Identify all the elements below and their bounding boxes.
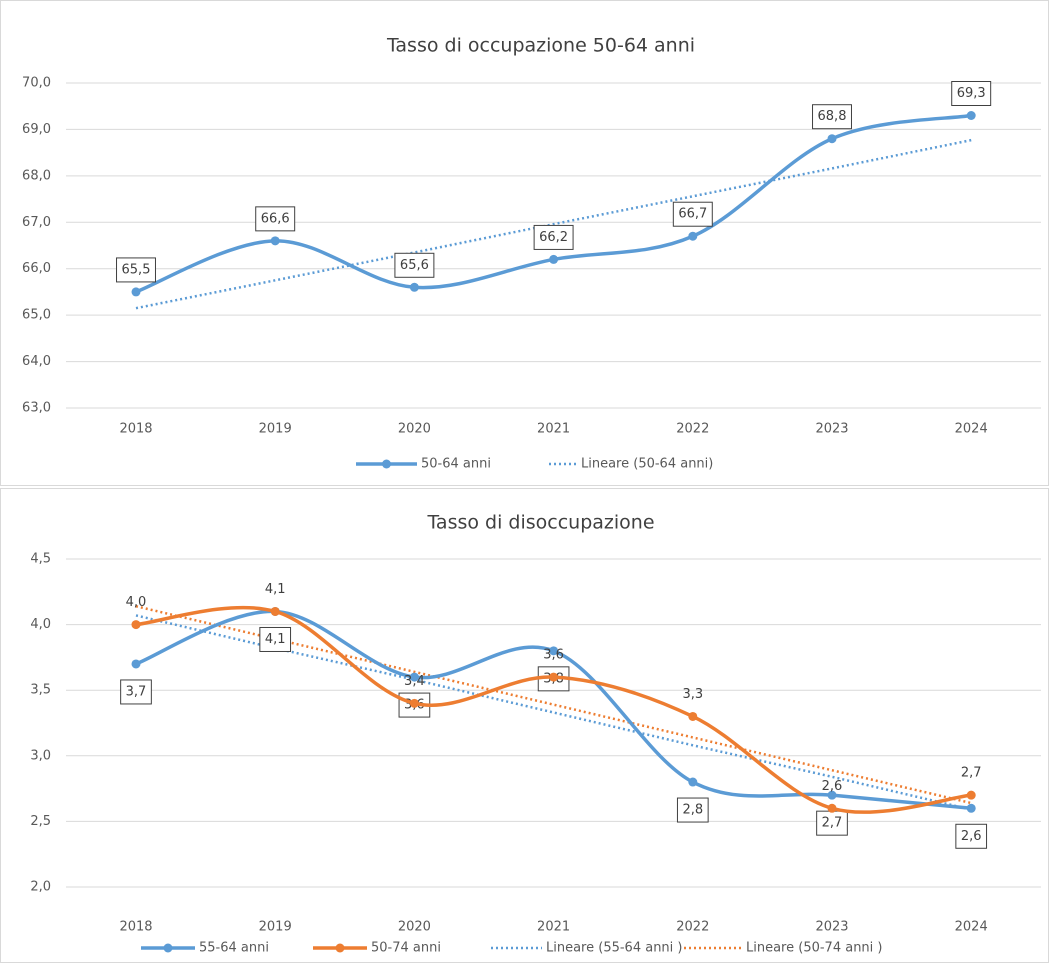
y-tick-label: 66,0 (22, 261, 51, 276)
y-tick-label: 65,0 (22, 308, 51, 323)
chart: Tasso di occupazione 50-64 anni 63,0 64,0… (22, 35, 1041, 472)
legend-marker (382, 459, 391, 469)
legend-label: 50-64 anni (421, 457, 491, 472)
data-label-box (951, 81, 992, 106)
y-tick-label: 63,0 (22, 401, 51, 416)
data-label: 69,3 (957, 86, 986, 101)
chart-panel: Tasso di occupazione 50-64 anni 63,0 64,0… (0, 0, 1049, 486)
data-label: 2,7 (822, 816, 843, 831)
data-label: 66,2 (539, 230, 568, 245)
data-label: 2,8 (682, 803, 703, 818)
data-label-box (672, 201, 713, 227)
data-label: 65,6 (400, 258, 429, 273)
data-label: 68,8 (818, 109, 847, 124)
x-tick-label: 2018 (119, 920, 152, 935)
y-tick-label: 64,0 (22, 354, 51, 369)
trendline (135, 138, 972, 310)
data-label: 2,6 (822, 779, 843, 794)
y-tick-label: 2,0 (30, 880, 51, 895)
y-tick-label: 69,0 (22, 122, 51, 137)
y-tick-label: 2,5 (30, 814, 51, 829)
x-tick-label: 2022 (676, 920, 709, 935)
data-label-box (120, 679, 152, 705)
x-tick-label: 2018 (119, 422, 152, 437)
legend-marker (335, 943, 345, 953)
y-tick-label: 3,5 (30, 683, 51, 698)
legend-label: Lineare (55-64 anni ) (546, 941, 683, 956)
data-point (409, 672, 419, 682)
data-label: 2,7 (961, 766, 982, 781)
data-point (131, 659, 141, 669)
x-tick-label: 2019 (259, 422, 292, 437)
y-tick-label: 4,5 (30, 552, 51, 567)
data-point (688, 711, 698, 721)
y-tick-label: 4,0 (30, 617, 51, 632)
y-tick-label: 67,0 (22, 215, 51, 230)
data-label: 65,5 (122, 262, 151, 277)
data-label: 3,7 (126, 684, 147, 699)
x-tick-label: 2023 (815, 422, 848, 437)
data-label-box (533, 224, 574, 250)
y-tick-label: 68,0 (22, 168, 51, 183)
legend-marker (163, 943, 173, 953)
legend-label: 50-74 anni (371, 941, 441, 956)
data-label: 4,1 (265, 632, 286, 647)
data-label: 66,7 (678, 207, 707, 222)
chart-title: Tasso di disoccupazione (426, 512, 654, 534)
x-tick-label: 2023 (815, 920, 848, 935)
x-tick-label: 2020 (398, 422, 431, 437)
data-label-box (255, 206, 296, 232)
x-tick-label: 2021 (537, 422, 570, 437)
data-label-box (955, 823, 988, 849)
chart-title: Tasso di occupazione 50-64 anni (386, 35, 695, 57)
data-label: 2,6 (961, 829, 982, 844)
chart-panel: Tasso di disoccupazione 2,0 2,5 3,0 3,5 4,0 4… (0, 488, 1049, 963)
data-label-box (394, 252, 435, 278)
legend-label: Lineare (50-64 anni) (581, 457, 713, 472)
series-line (135, 113, 972, 294)
data-label-box (816, 810, 848, 836)
y-tick-label: 70,0 (22, 76, 51, 91)
x-tick-label: 2019 (259, 920, 292, 935)
data-point (549, 646, 559, 656)
data-point (131, 287, 141, 297)
data-point (549, 672, 559, 682)
data-point (270, 236, 280, 246)
data-label-box (812, 104, 852, 130)
data-label: 3,3 (682, 687, 703, 702)
data-point (966, 803, 976, 813)
data-point (688, 231, 698, 241)
data-label: 4,0 (126, 595, 147, 610)
data-label: 3,4 (404, 674, 425, 689)
data-label-box (676, 797, 709, 823)
data-point (966, 790, 976, 800)
x-tick-label: 2021 (537, 920, 570, 935)
trendline (135, 605, 972, 805)
data-point (131, 620, 141, 630)
data-point (409, 698, 419, 708)
data-point (966, 111, 976, 120)
data-label: 66,6 (261, 211, 290, 226)
x-tick-label: 2020 (398, 920, 431, 935)
data-point (827, 790, 837, 800)
x-tick-label: 2022 (676, 422, 709, 437)
chart: Tasso di disoccupazione 2,0 2,5 3,0 3,5 4,0 4… (30, 512, 1041, 956)
data-point (409, 282, 419, 292)
x-tick-label: 2024 (955, 422, 988, 437)
data-label-box (259, 626, 292, 652)
legend-label: 55-64 anni (199, 941, 269, 956)
data-point (688, 777, 698, 787)
data-point (827, 134, 837, 144)
data-label: 3,6 (543, 648, 564, 663)
legend-label: Lineare (50-74 anni ) (746, 941, 883, 956)
y-tick-label: 3,0 (30, 748, 51, 763)
data-point (549, 254, 559, 264)
data-point (270, 606, 280, 616)
x-tick-label: 2024 (955, 920, 988, 935)
data-label-box (116, 257, 156, 283)
data-point (827, 803, 837, 813)
data-label: 4,1 (265, 582, 286, 597)
